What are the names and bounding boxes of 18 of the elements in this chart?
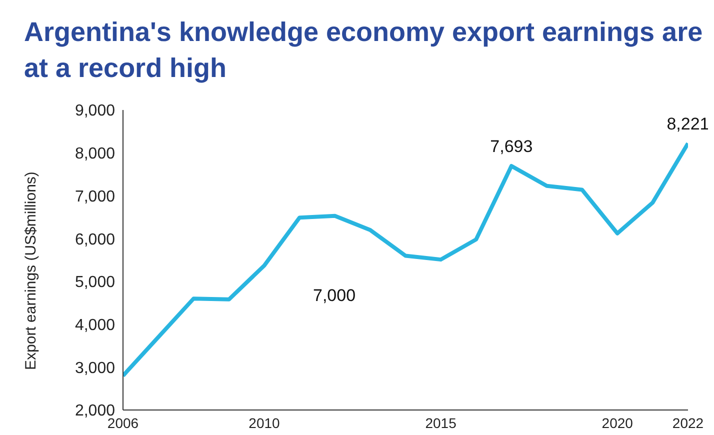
- x-tick-label: 2006: [107, 414, 139, 431]
- y-tick-label: 9,000: [74, 102, 116, 120]
- x-tick-label: 2022: [672, 414, 704, 431]
- y-tick-label: 5,000: [74, 274, 116, 292]
- data-label: 8,221: [666, 114, 710, 134]
- x-tick-label: 2020: [602, 414, 634, 431]
- y-tick-label: 7,000: [74, 188, 116, 206]
- y-tick-label: 6,000: [74, 231, 116, 248]
- data-label: 7,693: [490, 137, 533, 156]
- x-tick-label: 2010: [248, 414, 280, 431]
- y-tick-label: 3,000: [74, 360, 116, 377]
- y-tick-label: 8,000: [74, 146, 116, 163]
- y-axis-title: Export earnings (US$millions): [22, 172, 40, 370]
- chart-title: Argentina's knowledge economy export earnings are at a record high: [24, 16, 704, 85]
- line-series: [123, 141, 688, 378]
- annotation: 7,000: [313, 286, 356, 306]
- y-tick-label: 4,000: [74, 316, 116, 334]
- x-tick-label: 2015: [425, 414, 457, 431]
